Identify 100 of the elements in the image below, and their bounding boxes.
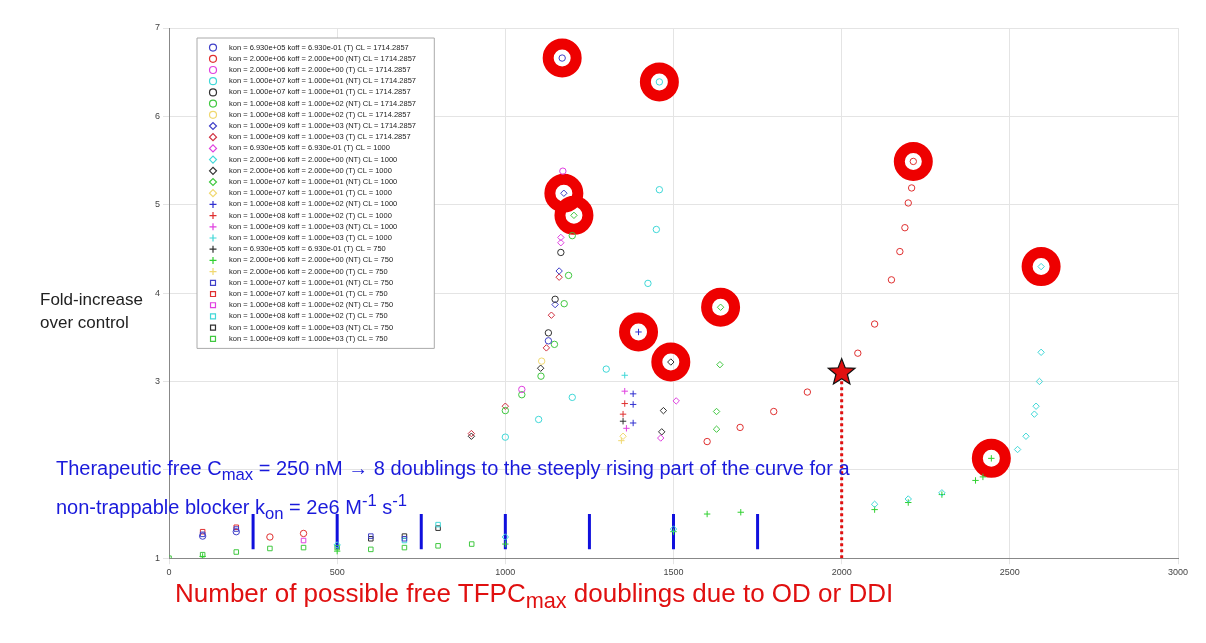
point	[904, 495, 912, 503]
point	[536, 364, 545, 372]
point	[622, 424, 631, 432]
point	[703, 510, 711, 518]
point	[619, 432, 627, 440]
point	[901, 224, 909, 232]
point	[300, 537, 307, 544]
point	[602, 365, 610, 373]
point	[547, 311, 556, 319]
point	[401, 544, 408, 551]
point	[971, 476, 980, 485]
point	[557, 239, 565, 247]
x-tick-label: 2000	[831, 567, 852, 578]
point	[1035, 377, 1044, 386]
x-tick-label: 500	[329, 567, 345, 578]
point	[1037, 262, 1045, 271]
point	[570, 211, 578, 220]
text: Therapeutic free C$_{max}$ = 250 nM → 8 doublings to the steeply rising part of the curve for a non-trappable blocker k$_{on}$ = 2e6 M$^{-1}$ s$^{-1}$	[56, 457, 850, 523]
point	[555, 273, 563, 281]
point	[557, 233, 565, 242]
point	[518, 385, 526, 394]
point	[300, 544, 307, 551]
point	[555, 267, 563, 275]
point	[559, 167, 567, 175]
point	[979, 473, 987, 481]
point	[333, 547, 341, 555]
point	[634, 328, 643, 336]
point	[870, 320, 879, 328]
point	[629, 400, 637, 409]
point	[266, 533, 274, 541]
point	[551, 295, 559, 303]
point	[659, 406, 668, 415]
point	[904, 199, 912, 207]
point	[987, 454, 996, 463]
point	[672, 397, 680, 405]
point	[629, 390, 637, 398]
point	[619, 417, 627, 425]
x-axis-title: Number of possible free TFPC$_{max}$ doublings due to OD or DDI	[175, 578, 894, 615]
point	[716, 303, 725, 311]
point	[568, 393, 576, 402]
point	[542, 344, 551, 352]
point	[770, 407, 778, 416]
point	[232, 527, 240, 536]
point	[560, 300, 568, 308]
y-tick-label: 1	[154, 552, 161, 563]
point	[537, 372, 545, 380]
point	[568, 231, 576, 240]
point	[803, 388, 812, 396]
point	[550, 340, 559, 349]
point	[619, 410, 627, 418]
point	[368, 546, 374, 553]
point	[544, 329, 553, 337]
x-tick-label: 1500	[663, 567, 684, 578]
y-tick-label: 3	[154, 375, 161, 386]
point	[551, 300, 559, 309]
y-tick-label: 5	[154, 199, 161, 210]
point	[558, 54, 566, 62]
point	[233, 549, 240, 555]
point	[544, 337, 553, 345]
point	[501, 540, 510, 548]
point	[1013, 445, 1022, 454]
y-tick-label: 4	[154, 287, 161, 298]
point	[435, 543, 441, 549]
point	[667, 358, 675, 366]
point	[644, 279, 652, 288]
point	[560, 189, 568, 197]
x-tick-label: 2500	[999, 567, 1020, 578]
point	[534, 415, 543, 424]
point	[870, 500, 879, 508]
point	[537, 357, 546, 365]
point	[854, 349, 862, 357]
point	[716, 360, 724, 369]
point	[501, 406, 510, 415]
point	[557, 248, 565, 257]
point	[655, 78, 664, 86]
point	[896, 247, 904, 256]
point	[657, 434, 665, 442]
point	[736, 423, 744, 432]
point	[621, 399, 629, 408]
point	[1030, 410, 1039, 418]
point	[907, 184, 916, 192]
point	[501, 533, 510, 541]
point	[712, 407, 721, 416]
y-tick-label: 6	[154, 110, 161, 121]
point	[1022, 432, 1030, 440]
point	[652, 225, 661, 234]
point	[629, 419, 637, 427]
point	[501, 433, 510, 441]
x-tick-label: 3000	[1167, 567, 1189, 578]
y-tick-label: 7	[154, 22, 161, 33]
point	[655, 186, 664, 194]
point	[435, 525, 441, 531]
point	[1032, 402, 1040, 410]
point	[267, 545, 273, 552]
point	[501, 402, 510, 410]
point	[518, 391, 526, 399]
point	[887, 276, 896, 284]
y-axis-title: Fold-increase over control	[40, 289, 144, 334]
point	[468, 541, 475, 547]
point	[703, 437, 711, 446]
